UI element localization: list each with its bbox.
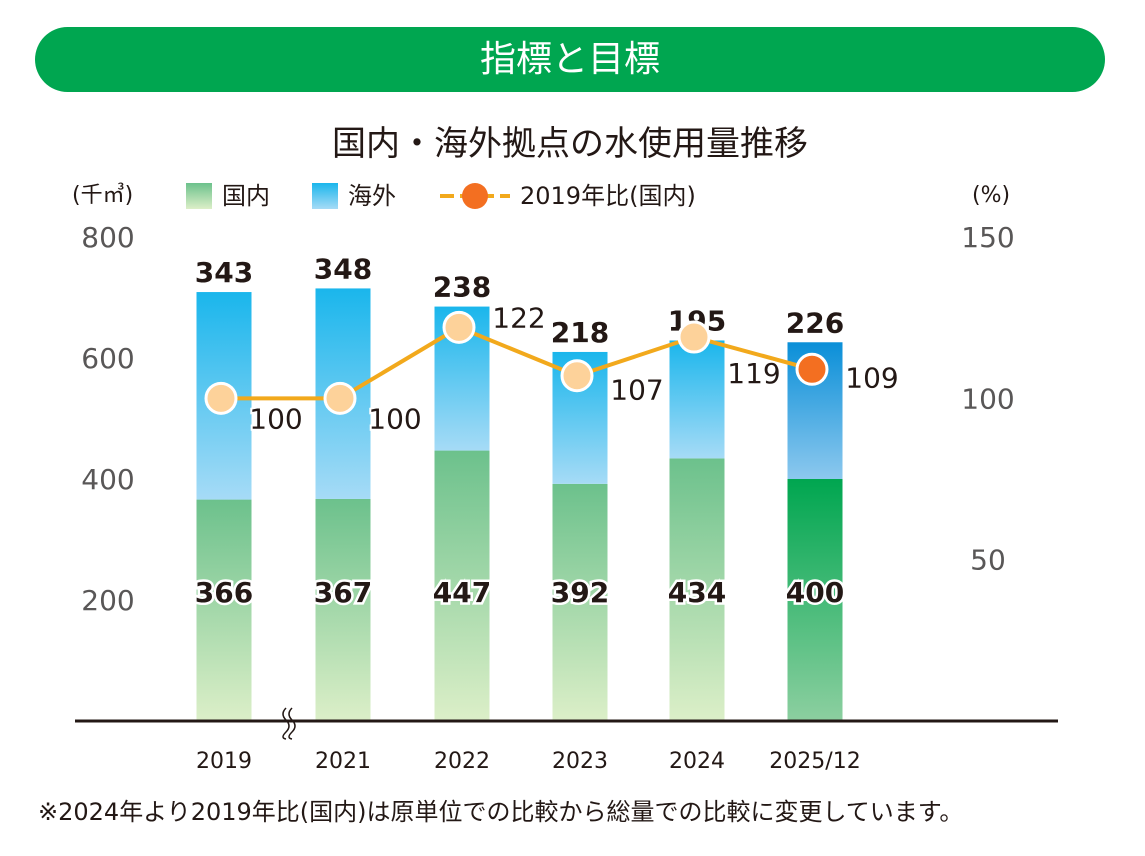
- legend-label-overseas: 海外: [348, 182, 396, 210]
- ratio-point-2021: [323, 381, 357, 415]
- legend-label-ratio: 2019年比(国内): [520, 182, 696, 210]
- ratio-point-2023: [560, 359, 594, 393]
- label-overseas-2021: 348: [314, 252, 372, 285]
- ratio-label-2024: 119: [727, 357, 780, 390]
- label-domestic-2022: 447: [433, 576, 491, 609]
- ratio-label-2022: 122: [492, 301, 545, 334]
- x-label-2025/12: 2025/12: [769, 749, 860, 774]
- left-tick-800: 800: [81, 221, 134, 254]
- bar-overseas-2024: [669, 340, 725, 459]
- ratio-point-2022: [442, 310, 476, 344]
- legend: 国内 海外 2019年比(国内): [186, 182, 696, 210]
- x-label-2019: 2019: [196, 749, 252, 774]
- bar-domestic-2023: [552, 483, 608, 721]
- ratio-label-2019: 100: [249, 402, 302, 435]
- bar-domestic-2024: [669, 458, 725, 721]
- label-domestic-2023: 392: [551, 576, 609, 609]
- header-banner: 指標と目標: [35, 27, 1105, 92]
- legend-label-domestic: 国内: [222, 182, 270, 210]
- label-domestic-2021: 367: [314, 576, 372, 609]
- label-domestic-2024: 434: [668, 576, 726, 609]
- ratio-point-2025/12: [795, 352, 829, 386]
- chart-title: 国内・海外拠点の水使用量推移: [332, 124, 808, 164]
- bar-labels: 366343367348447238392218434195400226: [192, 252, 846, 611]
- label-overseas-2022: 238: [433, 271, 491, 304]
- left-tick-600: 600: [81, 342, 134, 375]
- footnote: ※2024年より2019年比(国内)は原単位での比較から総量での比較に変更してい…: [38, 798, 964, 826]
- label-domestic-2019: 366: [195, 576, 253, 609]
- right-axis-ticks: 50 100 150: [961, 221, 1014, 577]
- label-overseas-2019: 343: [195, 256, 253, 289]
- ratio-label-2023: 107: [610, 374, 663, 407]
- left-tick-400: 400: [81, 463, 134, 496]
- legend-swatch-domestic: [186, 183, 212, 209]
- bar-domestic-2021: [315, 498, 371, 721]
- chart: 国内・海外拠点の水使用量推移 (千㎥) (%) 国内 海外 2019年比(国内)…: [72, 124, 1058, 774]
- x-label-2021: 2021: [315, 749, 371, 774]
- right-tick-150: 150: [961, 221, 1014, 254]
- ratio-point-2024: [677, 320, 711, 354]
- legend-swatch-overseas: [312, 183, 338, 209]
- left-tick-200: 200: [81, 584, 134, 617]
- header-title: 指標と目標: [479, 39, 660, 80]
- bars: [196, 288, 843, 721]
- left-axis-ticks: 200 400 600 800: [81, 221, 134, 617]
- ratio-line: 100 100 122 107 119 109: [204, 299, 901, 437]
- bar-domestic-2022: [434, 450, 490, 721]
- x-axis-labels: 2019 2021 2022 2023 2024 2025/12: [196, 749, 861, 774]
- ratio-label-2021: 100: [368, 402, 421, 435]
- x-label-2023: 2023: [552, 749, 608, 774]
- right-axis-unit: (%): [972, 183, 1010, 208]
- ratio-label-2025/12: 109: [845, 361, 898, 394]
- ratio-point-2019: [204, 381, 238, 415]
- x-label-2022: 2022: [434, 749, 490, 774]
- ratio-polyline: [221, 325, 813, 401]
- legend-marker-ratio: [462, 183, 488, 209]
- label-overseas-2023: 218: [551, 316, 609, 349]
- axis-break-icon: [282, 707, 296, 740]
- label-overseas-2025/12: 226: [786, 306, 844, 339]
- bar-domestic-2019: [196, 499, 252, 721]
- bar-domestic-2025/12: [787, 479, 843, 721]
- right-tick-100: 100: [961, 382, 1014, 415]
- left-axis-unit: (千㎥): [72, 182, 133, 208]
- x-label-2024: 2024: [669, 749, 725, 774]
- label-domestic-2025/12: 400: [786, 576, 844, 609]
- right-tick-50: 50: [970, 544, 1006, 577]
